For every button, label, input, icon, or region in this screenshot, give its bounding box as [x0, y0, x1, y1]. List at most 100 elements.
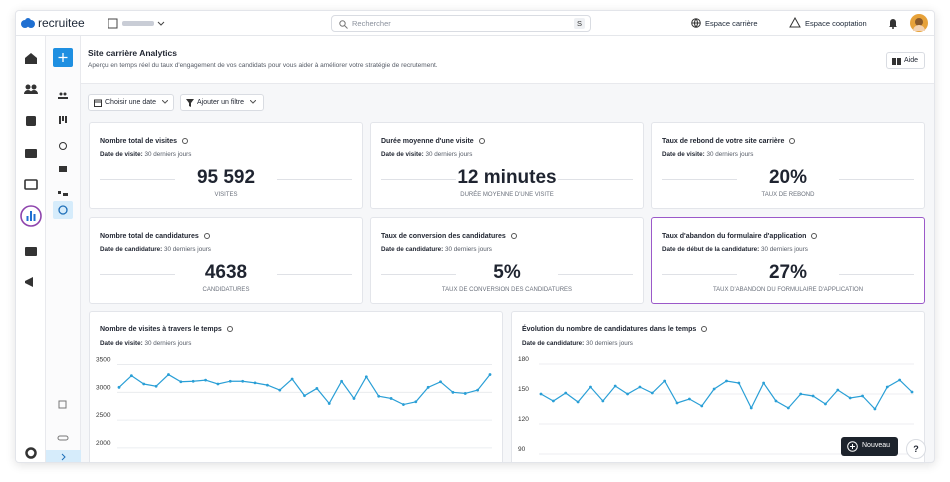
data-point — [488, 373, 492, 376]
career-site-analytics-nav[interactable] — [53, 201, 73, 219]
link-icon[interactable] — [57, 435, 69, 441]
user-avatar[interactable] — [910, 14, 928, 32]
card-title: Taux de rebond de votre site carrière — [662, 138, 796, 145]
help-button[interactable]: Aide — [886, 52, 925, 69]
y-tick-label: 150 — [518, 386, 529, 393]
mail-icon[interactable] — [24, 179, 38, 190]
date-value: 30 derniers jours — [425, 151, 473, 158]
data-point — [426, 385, 430, 389]
data-point — [848, 396, 852, 400]
logo-icon — [21, 18, 35, 28]
data-point — [154, 384, 158, 388]
info-icon — [811, 233, 818, 240]
data-point — [613, 384, 617, 388]
new-button[interactable]: Nouveau — [841, 437, 898, 456]
card-unit: TAUX DE CONVERSION DES CANDIDATURES — [441, 287, 573, 293]
calendar-icon — [94, 99, 102, 107]
card-unit: CANDIDATURES — [202, 287, 250, 293]
data-point — [253, 381, 257, 385]
blocked-icon[interactable] — [59, 142, 67, 150]
search-box[interactable]: Rechercher S — [331, 15, 591, 32]
data-point — [117, 385, 121, 389]
jobs-icon[interactable] — [25, 149, 37, 158]
expand-button[interactable] — [46, 450, 81, 463]
pipeline-icon[interactable] — [59, 116, 67, 124]
data-point — [129, 374, 133, 378]
notification-bell[interactable] — [888, 17, 898, 29]
divider — [277, 179, 352, 180]
chevron — [249, 99, 257, 104]
help-bubble[interactable]: ? — [906, 439, 926, 459]
add-filter[interactable]: Ajouter un filtre — [180, 94, 264, 111]
brand[interactable]: recruitee — [38, 16, 85, 30]
data-point — [799, 392, 803, 396]
y-tick-label: 120 — [518, 416, 529, 423]
date-value: 30 derniers jours — [164, 246, 211, 253]
data-point — [216, 382, 220, 386]
data-point — [340, 379, 343, 383]
info-icon — [701, 326, 708, 333]
data-point — [476, 388, 480, 392]
referral-space-link[interactable]: Espace cooptation — [805, 19, 867, 28]
date-value: 30 derniers jours — [586, 340, 633, 347]
data-point — [266, 383, 269, 387]
data-point — [241, 379, 245, 383]
data-point — [167, 373, 170, 376]
data-point — [786, 406, 790, 410]
people-icon[interactable] — [24, 84, 38, 95]
settings-icon[interactable] — [25, 447, 37, 459]
y-tick-label: 2000 — [96, 440, 111, 447]
data-point — [463, 392, 467, 395]
y-tick-label: 180 — [518, 356, 529, 363]
data-point — [601, 399, 605, 403]
jobs-sub-icon[interactable] — [59, 166, 67, 172]
new-button-label: Nouveau — [862, 442, 891, 449]
folder-icon[interactable] — [25, 247, 37, 256]
data-point — [700, 404, 704, 408]
data-point — [439, 380, 442, 384]
date-value: 30 derniers jours — [445, 246, 492, 253]
data-point — [327, 402, 331, 405]
date-label: Date de candidature: — [522, 340, 585, 347]
sources-icon[interactable] — [58, 191, 68, 196]
data-point — [712, 387, 716, 391]
date-label: Date de visite: — [100, 151, 143, 158]
plus-icon — [847, 441, 858, 452]
data-point — [663, 379, 667, 383]
divider — [839, 179, 914, 180]
stat-card: Taux d'abandon du formulaire d'applicati… — [651, 217, 925, 304]
date-label: Date de candidature: — [381, 246, 444, 253]
add-filter-label: Ajouter un filtre — [197, 99, 245, 106]
campaign-icon[interactable] — [25, 277, 33, 287]
date-value: 30 derniers jours — [706, 151, 754, 158]
chart-title: Nombre de visites à travers le temps — [100, 326, 233, 333]
data-point — [774, 399, 778, 403]
data-point — [898, 378, 902, 382]
career-space-link[interactable]: Espace carrière — [705, 19, 758, 28]
data-point — [638, 385, 642, 389]
tasks-icon[interactable] — [26, 116, 36, 126]
card-unit: TAUX D'ABANDON DU FORMULAIRE D'APPLICATI… — [712, 287, 864, 293]
date-label: Date de visite: — [662, 151, 705, 158]
card-title: Durée moyenne d'une visite — [381, 138, 485, 145]
app-frame: recruitee Rechercher S Espace carrière E… — [15, 10, 935, 463]
sub-nav — [46, 36, 81, 463]
home-icon[interactable] — [25, 53, 37, 64]
candidates-icon[interactable] — [58, 92, 68, 100]
external-link-icon[interactable] — [58, 400, 67, 409]
data-point — [749, 406, 753, 410]
search-icon — [339, 20, 348, 29]
company-selector[interactable] — [108, 17, 168, 30]
card-date: Date de candidature: 30 derniers jours — [100, 246, 211, 253]
date-filter[interactable]: Choisir une date — [88, 94, 174, 111]
card-value: 27% — [768, 262, 808, 283]
card-date: Date de visite: 30 derniers jours — [381, 151, 472, 158]
data-point — [179, 380, 183, 384]
card-value: 20% — [768, 167, 808, 188]
analytics-icon[interactable] — [20, 205, 42, 227]
stat-card: Nombre total de visites Date de visite: 3… — [89, 122, 363, 209]
data-point — [228, 379, 232, 383]
divider — [277, 274, 352, 275]
data-point — [303, 394, 306, 398]
